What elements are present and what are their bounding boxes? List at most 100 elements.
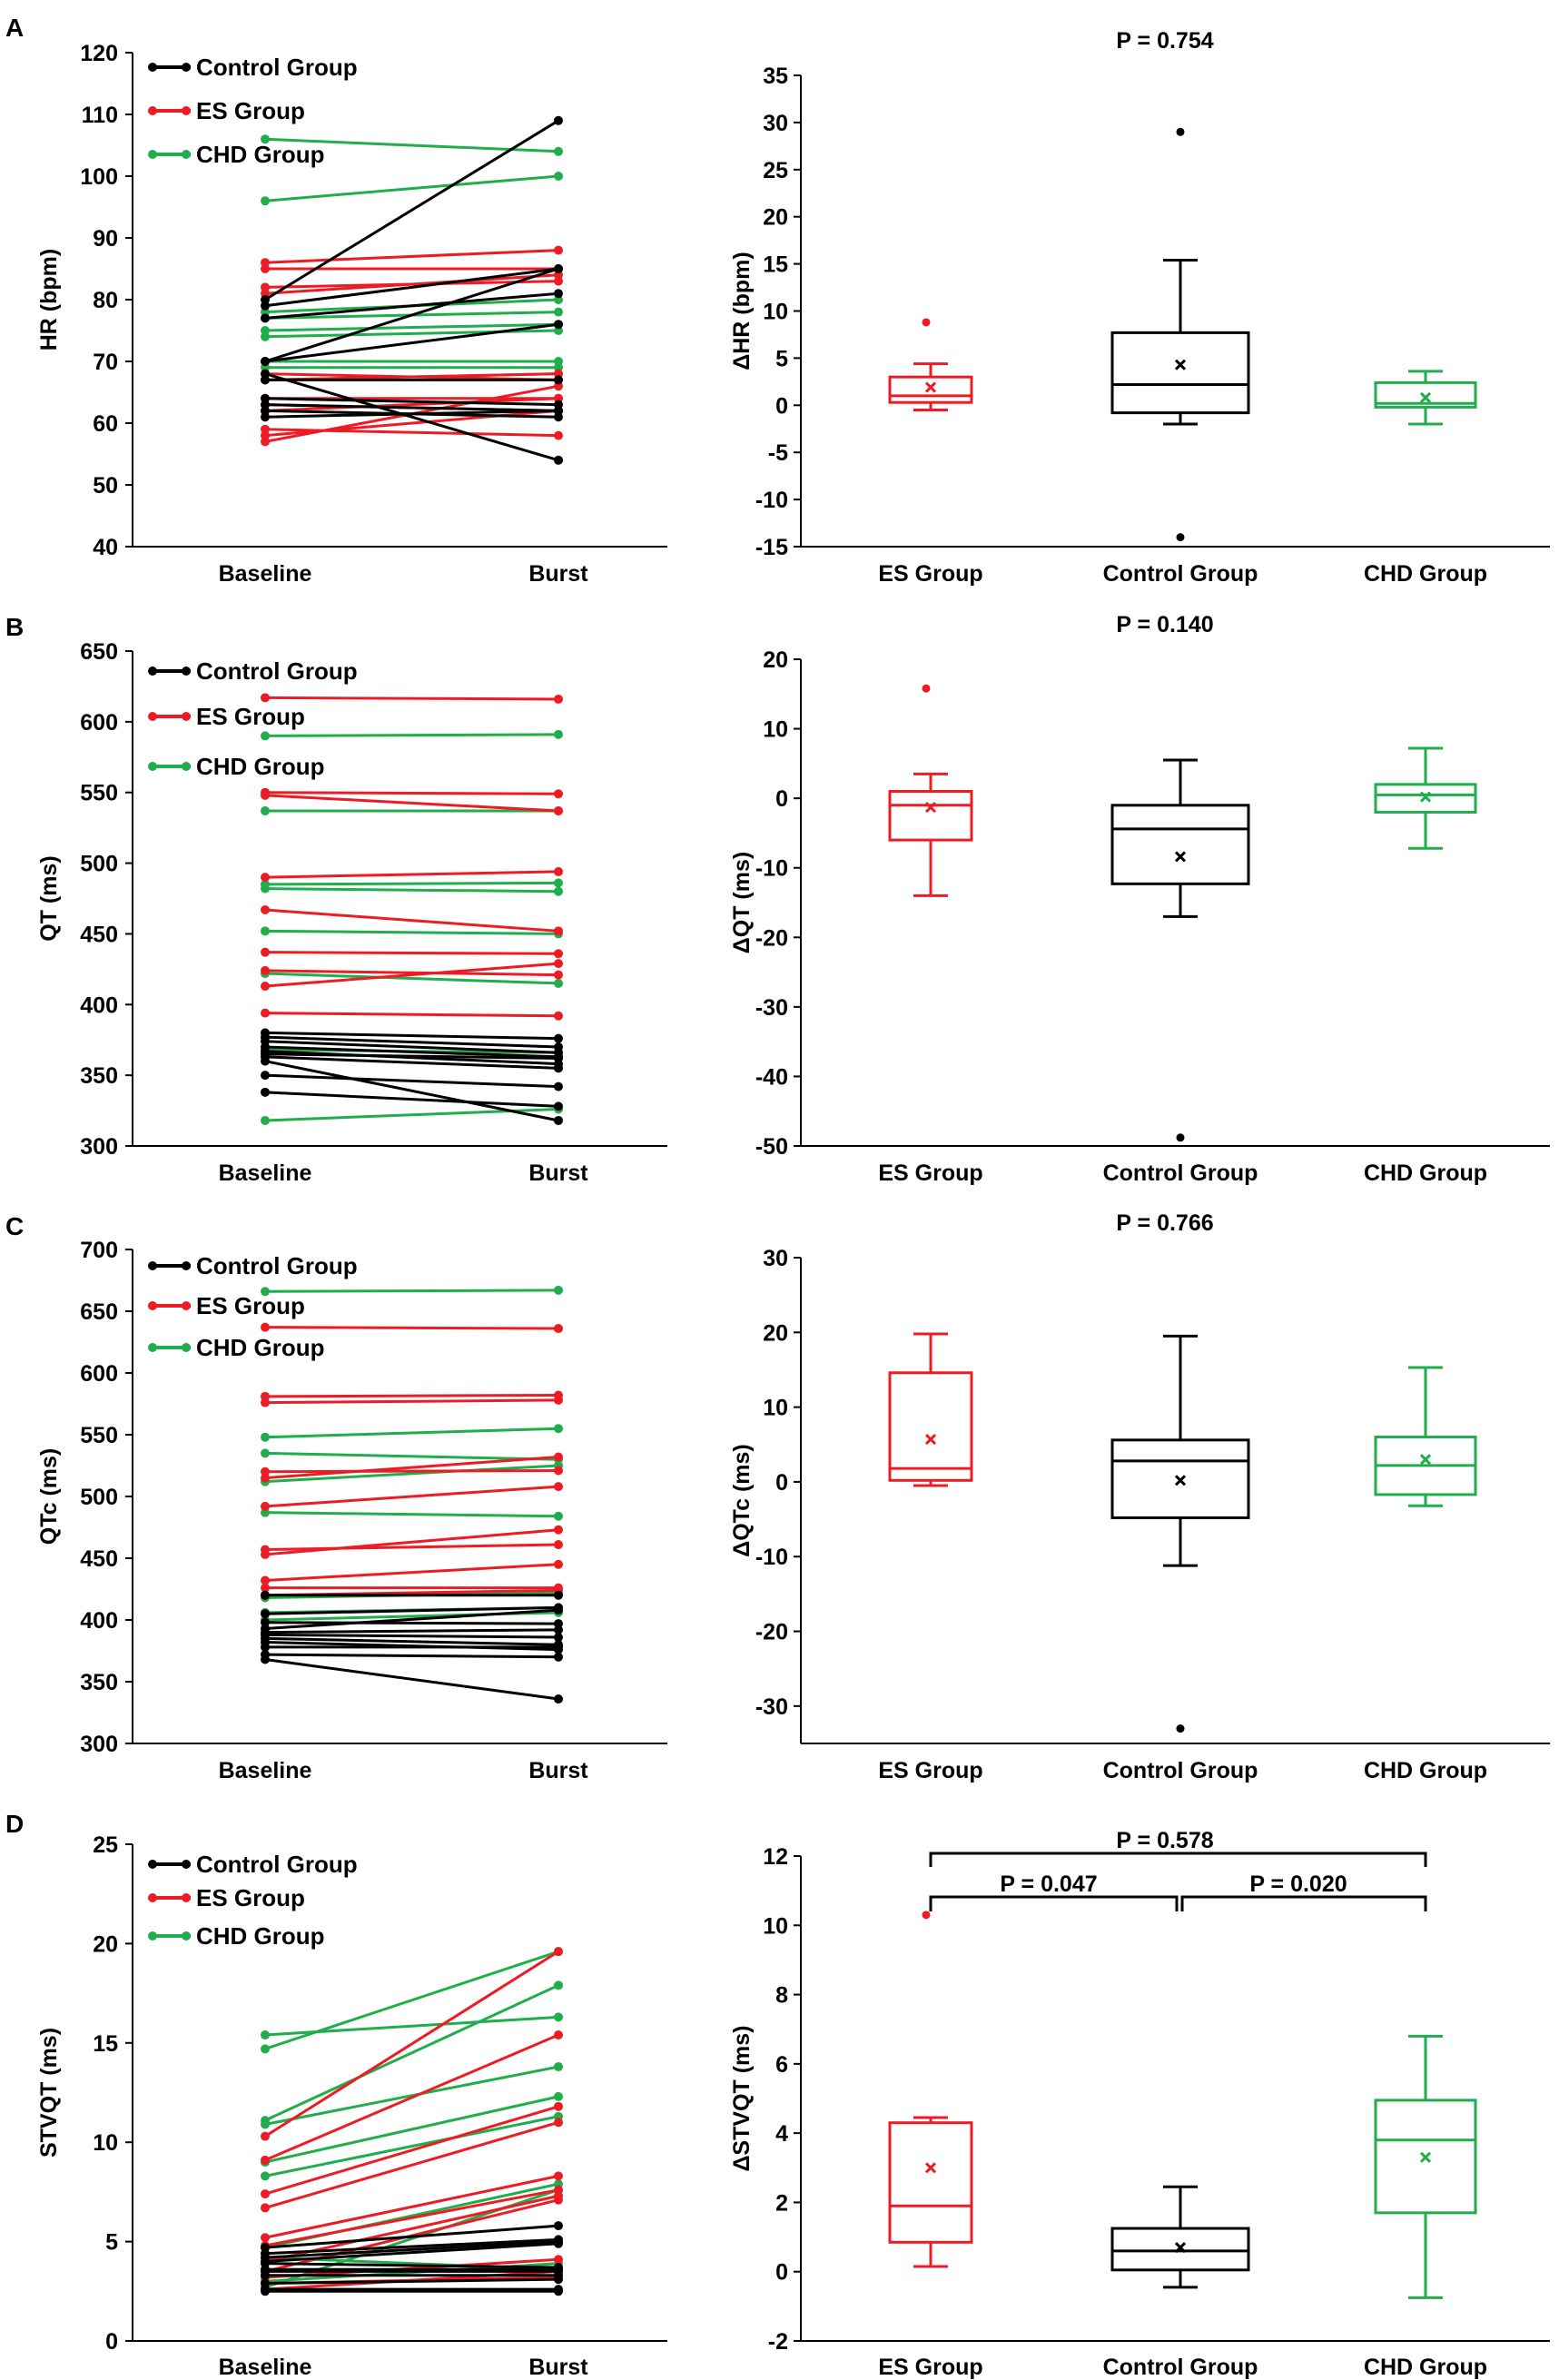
legend-marker bbox=[182, 1860, 191, 1869]
series-line-chd bbox=[264, 1464, 559, 1484]
y-tick-label: 25 bbox=[93, 1832, 118, 1858]
series-line-es bbox=[264, 696, 559, 701]
data-point-es bbox=[261, 2233, 270, 2243]
data-point-control bbox=[261, 1654, 270, 1664]
series-line-es bbox=[264, 1455, 559, 1480]
y-tick-label: 4 bbox=[775, 2121, 788, 2147]
data-point-control bbox=[261, 1056, 270, 1066]
series-line-control bbox=[264, 1073, 559, 1089]
data-point-es bbox=[554, 1525, 563, 1535]
data-point-chd bbox=[261, 1115, 270, 1125]
y-tick-label: 350 bbox=[80, 1063, 118, 1089]
mean-marker bbox=[924, 381, 937, 393]
outlier-point bbox=[922, 684, 931, 693]
mean-marker bbox=[924, 1433, 937, 1446]
data-point-chd bbox=[554, 978, 563, 988]
series-line-es bbox=[264, 908, 559, 933]
panel-letter-D: D bbox=[5, 1810, 24, 1838]
series-line-es bbox=[264, 870, 559, 879]
y-tick-label: -15 bbox=[755, 535, 788, 560]
y-tick-label: 600 bbox=[80, 1361, 118, 1387]
data-point-control bbox=[554, 1115, 563, 1125]
box-chd bbox=[1374, 2099, 1477, 2215]
box-control bbox=[1110, 331, 1250, 415]
series-line-control bbox=[264, 2242, 559, 2263]
data-point-es bbox=[554, 245, 563, 255]
data-point-control bbox=[554, 1053, 563, 1063]
y-tick-label: 80 bbox=[93, 288, 118, 313]
legend-label-chd: CHD Group bbox=[196, 1922, 325, 1950]
box-es bbox=[888, 375, 973, 404]
series-line-control bbox=[264, 1608, 559, 1631]
data-point-control bbox=[554, 1652, 563, 1662]
data-point-control bbox=[554, 264, 563, 273]
data-point-control bbox=[554, 375, 563, 385]
series-line-es bbox=[264, 2174, 559, 2239]
y-axis-label: HR (bpm) bbox=[36, 249, 62, 351]
y-tick-label: -30 bbox=[755, 995, 788, 1021]
data-point-es bbox=[554, 866, 563, 876]
legend-marker bbox=[182, 106, 191, 115]
data-point-chd bbox=[554, 729, 563, 739]
y-tick-label: 600 bbox=[80, 710, 118, 736]
data-point-control bbox=[261, 357, 270, 366]
x-tick-label-baseline: Baseline bbox=[219, 1758, 312, 1783]
data-point-chd bbox=[554, 1980, 563, 1990]
y-tick-label: 700 bbox=[80, 1238, 118, 1263]
series-line-chd bbox=[264, 1427, 559, 1439]
series-line-es bbox=[264, 1393, 559, 1398]
significance-bracket bbox=[929, 1895, 1179, 1911]
panel-letter-B: B bbox=[5, 613, 24, 641]
series-line-control bbox=[264, 1045, 559, 1059]
data-point-es bbox=[261, 1008, 270, 1018]
series-line-chd bbox=[264, 2065, 559, 2126]
mean-marker bbox=[1174, 359, 1187, 370]
x-tick-label-chd: CHD Group bbox=[1364, 561, 1487, 587]
data-point-chd bbox=[554, 2012, 563, 2022]
data-point-es bbox=[261, 1575, 270, 1585]
series-line-es bbox=[264, 2033, 559, 2162]
series-line-chd bbox=[264, 1950, 559, 2050]
y-tick-label: 120 bbox=[80, 41, 118, 66]
legend-label-chd: CHD Group bbox=[196, 753, 325, 780]
mean-marker bbox=[1419, 2151, 1432, 2163]
data-point-chd bbox=[261, 884, 270, 894]
data-point-chd bbox=[261, 196, 270, 206]
y-axis-label: STVQT (ms) bbox=[36, 2028, 62, 2158]
data-point-es bbox=[261, 1549, 270, 1559]
data-point-es bbox=[554, 2101, 563, 2111]
y-tick-label: 650 bbox=[80, 639, 118, 665]
x-tick-label-baseline: Baseline bbox=[219, 1160, 312, 1186]
y-tick-label: -30 bbox=[755, 1694, 788, 1720]
data-point-es bbox=[261, 1473, 270, 1483]
data-point-es bbox=[554, 1466, 563, 1476]
series-line-control bbox=[264, 1628, 559, 1634]
legend-marker bbox=[148, 762, 157, 771]
mean-marker bbox=[1174, 2241, 1187, 2254]
data-point-chd bbox=[554, 172, 563, 181]
legend-marker bbox=[148, 1261, 157, 1270]
y-tick-label: 60 bbox=[93, 411, 118, 437]
y-tick-label: 10 bbox=[763, 300, 788, 325]
panel-letter-A: A bbox=[5, 14, 24, 42]
data-point-control bbox=[261, 1590, 270, 1600]
mean-marker bbox=[1419, 1454, 1432, 1466]
data-point-control bbox=[261, 2285, 270, 2295]
outlier-point bbox=[1176, 1133, 1185, 1142]
data-point-control bbox=[261, 412, 270, 422]
data-point-es bbox=[261, 2203, 270, 2213]
x-tick-label-burst: Burst bbox=[528, 2355, 588, 2380]
series-line-es bbox=[264, 1563, 559, 1582]
series-line-control bbox=[264, 1091, 559, 1108]
outlier-point bbox=[1176, 1724, 1185, 1733]
y-tick-label: -10 bbox=[755, 1545, 788, 1570]
series-line-es bbox=[264, 397, 559, 412]
data-point-chd bbox=[554, 886, 563, 896]
data-point-chd bbox=[261, 134, 270, 144]
data-point-control bbox=[554, 1033, 563, 1043]
data-point-es bbox=[261, 2131, 270, 2141]
outlier-point bbox=[1176, 127, 1185, 136]
data-point-chd bbox=[261, 731, 270, 741]
legend-marker bbox=[182, 1301, 191, 1310]
data-point-control bbox=[554, 1063, 563, 1073]
